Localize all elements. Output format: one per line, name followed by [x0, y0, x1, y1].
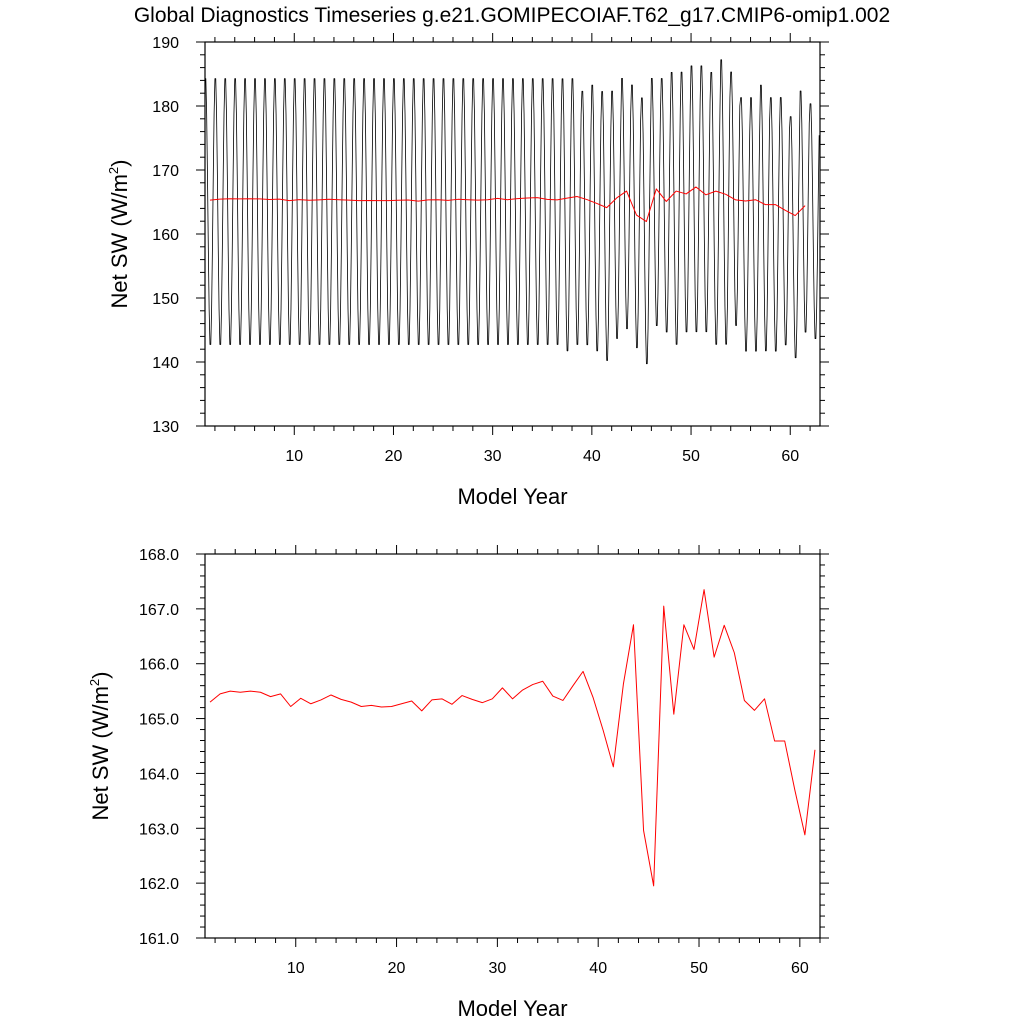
y-tick-label: 161.0: [139, 931, 179, 948]
monthly-series-line: [205, 59, 820, 365]
y-tick-label: 164.0: [139, 766, 179, 783]
y-axis-title: Net SW (W/m2): [87, 672, 113, 821]
y-axis-title-end: ): [107, 160, 132, 167]
annual-mean-series-line: [209, 186, 806, 223]
x-tick-label: 30: [484, 448, 502, 465]
x-tick-label: 30: [488, 960, 506, 977]
y-axis-title-main: Net SW (W/m: [88, 686, 113, 820]
page-title: Global Diagnostics Timeseries g.e21.GOMI…: [133, 4, 891, 27]
y-axis-title-main: Net SW (W/m: [107, 174, 132, 308]
plot-frame: [204, 553, 821, 939]
y-tick-label: 167.0: [139, 602, 179, 619]
y-axis-title-sup: 2: [106, 167, 121, 174]
plot-bottom: 161.0 162.0 163.0 164.0 165.0 166.0 167.0 168.0…: [87, 545, 829, 1021]
x-tick-label: 20: [388, 960, 406, 977]
y-tick-label: 166.0: [139, 657, 179, 674]
y-tick-label: 162.0: [139, 876, 179, 893]
y-axis-title: Net SW (W/m2): [106, 160, 132, 309]
x-axis-title: Model Year: [457, 996, 567, 1021]
x-tick-label: 50: [690, 960, 708, 977]
y-tick-label: 190: [152, 35, 179, 52]
y-axis-title-sup: 2: [87, 679, 102, 686]
x-tick-label: 50: [682, 448, 700, 465]
y-axis-title-end: ): [88, 672, 113, 679]
y-tick-label: 160: [152, 227, 179, 244]
y-tick-label: 140: [152, 355, 179, 372]
y-tick-label: 165.0: [139, 712, 179, 729]
annual-mean-series-line: [209, 589, 816, 887]
x-tick-label: 40: [589, 960, 607, 977]
x-tick-label: 20: [385, 448, 403, 465]
y-tick-label: 168.0: [139, 547, 179, 564]
y-tick-label: 130: [152, 419, 179, 436]
y-tick-label: 180: [152, 99, 179, 116]
x-tick-label: 60: [791, 960, 809, 977]
x-axis-title: Model Year: [457, 484, 567, 509]
x-tick-label: 60: [781, 448, 799, 465]
plot-top: 130 140 150 160 170 180 190 10 20 30 40 50 60 Model Y…: [106, 33, 829, 509]
y-tick-label: 150: [152, 291, 179, 308]
x-tick-label: 40: [583, 448, 601, 465]
x-tick-label: 10: [287, 960, 305, 977]
y-tick-label: 170: [152, 163, 179, 180]
y-tick-label: 163.0: [139, 821, 179, 838]
x-tick-label: 10: [285, 448, 303, 465]
